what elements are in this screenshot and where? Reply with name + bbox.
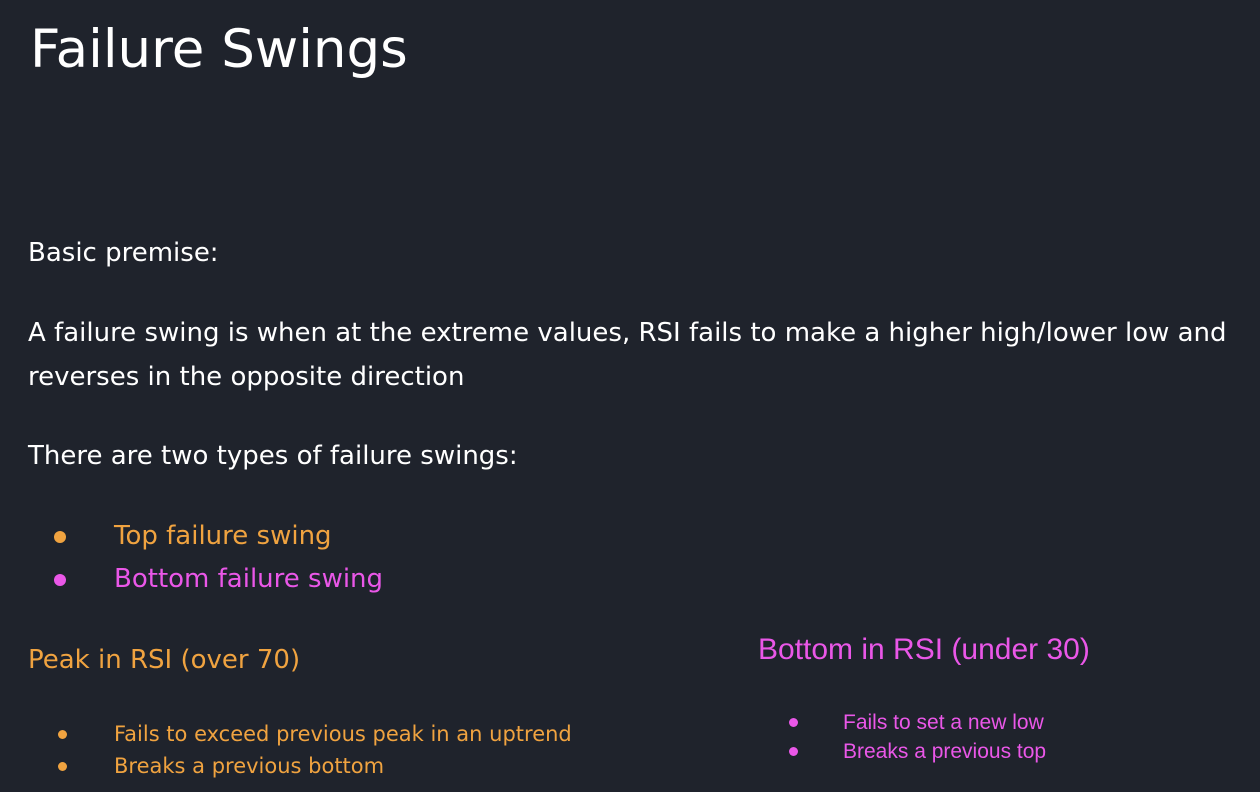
types-intro: There are two types of failure swings: (28, 441, 518, 471)
bullet-icon (789, 718, 798, 727)
slide-title: Failure Swings (30, 19, 408, 80)
list-item-label: Breaks a previous bottom (114, 754, 385, 778)
bullet-icon (54, 574, 66, 586)
peak-heading: Peak in RSI (over 70) (28, 645, 301, 675)
bottom-heading: Bottom in RSI (under 30) (758, 633, 1090, 666)
list-item-label: Fails to exceed previous peak in an uptr… (114, 722, 572, 746)
list-item-label: Fails to set a new low (843, 711, 1044, 734)
premise-label: Basic premise: (28, 238, 219, 268)
definition-text: A failure swing is when at the extreme v… (28, 311, 1227, 399)
definition-line-1: A failure swing is when at the extreme v… (28, 318, 1227, 348)
list-item-label: Bottom failure swing (114, 564, 384, 594)
bullet-icon (789, 747, 798, 756)
list-item-label: Breaks a previous top (843, 740, 1047, 763)
bullet-icon (54, 531, 66, 543)
definition-line-2: reverses in the opposite direction (28, 362, 465, 392)
list-item-label: Top failure swing (114, 521, 332, 551)
bullet-icon (58, 730, 67, 739)
bullet-icon (58, 762, 67, 771)
